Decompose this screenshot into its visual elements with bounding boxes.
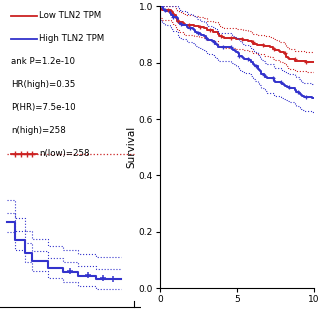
Text: HR(high)=0.35: HR(high)=0.35	[11, 80, 76, 89]
Text: n(low)=258: n(low)=258	[39, 149, 90, 158]
Text: P(HR)=7.5e-10: P(HR)=7.5e-10	[11, 103, 76, 112]
Y-axis label: Survival: Survival	[126, 126, 136, 168]
Text: ank P=1.2e-10: ank P=1.2e-10	[11, 57, 75, 66]
Text: Low TLN2 TPM: Low TLN2 TPM	[39, 11, 102, 20]
Text: n(high)=258: n(high)=258	[11, 126, 66, 135]
Text: High TLN2 TPM: High TLN2 TPM	[39, 34, 105, 43]
